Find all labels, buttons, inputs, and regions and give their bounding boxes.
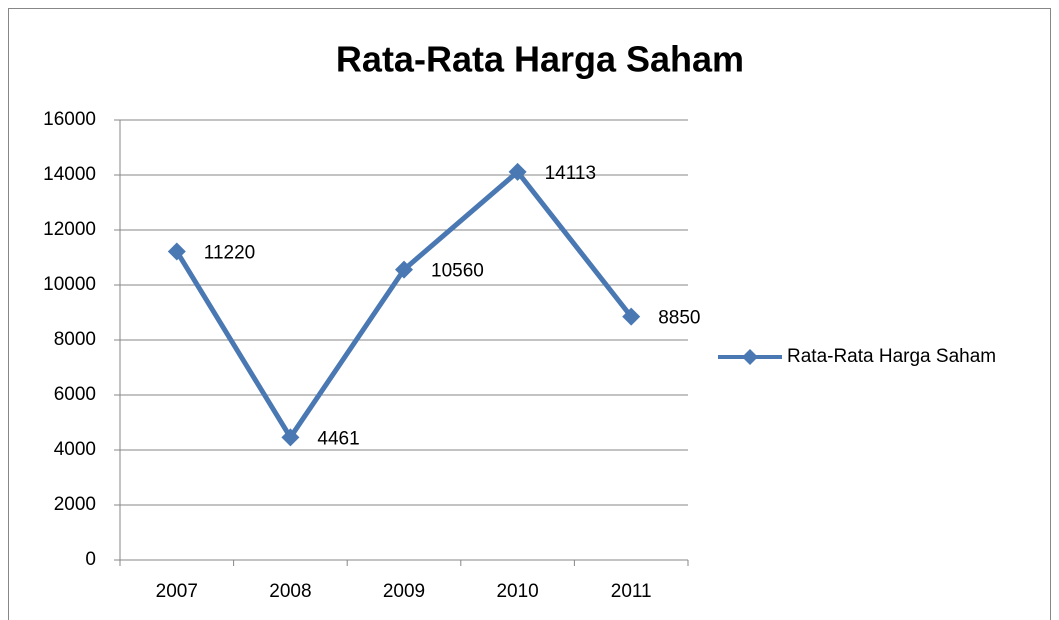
y-tick-label: 0 bbox=[85, 549, 96, 570]
y-tick-label: 14000 bbox=[43, 164, 96, 185]
y-tick-label: 6000 bbox=[54, 384, 96, 405]
legend-marker bbox=[742, 349, 758, 365]
y-tick-label: 16000 bbox=[43, 109, 96, 130]
data-label: 14113 bbox=[545, 163, 596, 184]
point-marker bbox=[508, 162, 527, 181]
x-tick-label: 2010 bbox=[496, 581, 538, 602]
chart-frame bbox=[8, 8, 1051, 620]
point-marker bbox=[167, 242, 186, 261]
point-marker bbox=[622, 307, 641, 326]
y-tick-label: 2000 bbox=[54, 494, 96, 515]
x-tick-label: 2007 bbox=[156, 581, 198, 602]
data-label: 10560 bbox=[431, 261, 484, 282]
point-marker bbox=[281, 428, 300, 447]
data-label: 11220 bbox=[204, 242, 255, 263]
data-label: 4461 bbox=[317, 428, 359, 449]
x-tick-label: 2011 bbox=[611, 581, 652, 602]
x-tick-label: 2008 bbox=[269, 581, 311, 602]
point-marker bbox=[395, 260, 413, 279]
y-tick-label: 12000 bbox=[43, 219, 96, 240]
chart-title: Rata-Rata Harga Saham bbox=[336, 39, 744, 80]
data-label: 8850 bbox=[658, 308, 700, 329]
x-tick-label: 2009 bbox=[383, 581, 425, 602]
y-tick-label: 4000 bbox=[54, 439, 96, 460]
y-tick-label: 8000 bbox=[54, 329, 96, 350]
legend-label: Rata-Rata Harga Saham bbox=[787, 346, 996, 367]
y-tick-label: 10000 bbox=[43, 274, 96, 295]
